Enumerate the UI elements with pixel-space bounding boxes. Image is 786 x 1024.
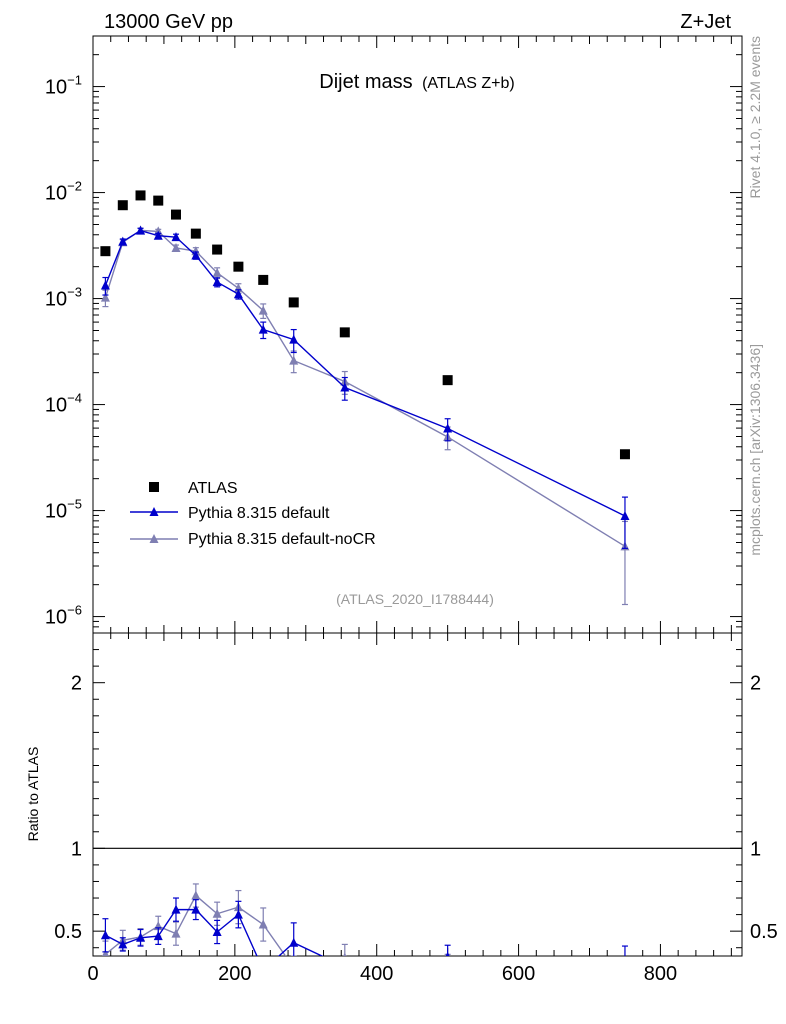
atlas-point (233, 261, 244, 272)
default-point (443, 423, 453, 433)
nocr-ratio-point (620, 987, 629, 996)
atlas-point (339, 327, 350, 338)
nocr-point (100, 292, 110, 302)
legend-default-marker (149, 507, 159, 516)
default-line (104, 229, 626, 517)
nocr-point (171, 243, 181, 253)
xtick-label: 0 (87, 963, 98, 985)
header-left: 13000 GeV pp (104, 11, 233, 33)
default-ratio-point (445, 951, 450, 956)
ratio-ylabel: Ratio to ATLAS (25, 747, 41, 842)
x-axis: 0 200 400 600 800 (87, 963, 677, 985)
xtick-label: 200 (218, 963, 251, 985)
nocr-ratio-point (171, 928, 181, 938)
default-point (233, 289, 243, 299)
atlas-point (258, 274, 269, 285)
default-ratio-point (233, 909, 243, 919)
chart-title: Dijet mass (319, 71, 412, 93)
atlas-point (153, 195, 164, 206)
default-ratio-point (136, 932, 146, 942)
chart-subtitle: (ATLAS Z+b) (422, 75, 515, 92)
default-point (136, 225, 146, 235)
mcplots-label: mcplots.cern.ch [arXiv:1306.3436] (747, 344, 763, 556)
default-ratio-point (340, 962, 349, 971)
main-panel: 10−1 10−2 10−3 10−4 10−5 10−6 Dijet mass (ATL… (45, 35, 743, 634)
default-ratio-point (171, 904, 181, 914)
main-ytick-label: 10−6 (45, 603, 82, 629)
main-ytick-label: 10−4 (45, 391, 82, 417)
xtick-label: 400 (360, 963, 393, 985)
atlas-point (170, 209, 181, 220)
atlas-point (190, 228, 201, 239)
default-point (340, 382, 350, 392)
default-point (212, 277, 222, 287)
default-ratio-point (100, 930, 110, 940)
legend-default-label: Pythia 8.315 default (188, 505, 330, 522)
main-ticks: 10−1 10−2 10−3 10−4 10−5 10−6 (45, 36, 742, 634)
analysis-label: (ATLAS_2020_I1788444) (336, 591, 494, 607)
default-point (289, 334, 299, 344)
xtick-label: 800 (644, 963, 677, 985)
atlas-point (100, 246, 111, 257)
default-point (118, 236, 128, 246)
atlas-point (442, 375, 453, 386)
nocr-ratio-point (258, 919, 268, 929)
default-point (100, 280, 110, 290)
nocr-ratio-point (102, 949, 109, 956)
ratio-ytick-label: 2 (71, 673, 82, 695)
main-series (100, 190, 630, 606)
ratio-ytick-label-right: 0.5 (750, 921, 778, 943)
atlas-point (619, 449, 630, 460)
nocr-ratio-point (443, 961, 452, 970)
ratio-series (100, 883, 629, 996)
rivet-label: Rivet 4.1.0, ≥ 2.2M events (747, 36, 763, 199)
ratio-ytick-label-right: 2 (750, 673, 761, 695)
nocr-line (104, 229, 626, 547)
default-ratio-point (191, 904, 201, 914)
ratio-ytick-label-right: 1 (750, 838, 761, 860)
default-ratio-point (153, 931, 163, 941)
atlas-point (117, 200, 128, 211)
legend-atlas-label: ATLAS (188, 480, 238, 497)
legend-nocr-marker (149, 534, 159, 543)
nocr-point (212, 267, 222, 277)
atlas-point (288, 297, 299, 308)
xtick-label: 600 (502, 963, 535, 985)
legend-nocr-label: Pythia 8.315 default-noCR (188, 531, 376, 548)
default-ratio-point (620, 966, 629, 975)
legend-atlas-marker (149, 482, 159, 492)
main-ytick-label: 10−1 (45, 73, 82, 99)
nocr-ratio-point (191, 890, 201, 900)
default-point (191, 250, 201, 260)
main-ytick-label: 10−5 (45, 497, 82, 523)
ratio-ytick-label: 0.5 (54, 921, 82, 943)
main-ytick-label: 10−2 (45, 179, 82, 205)
ratio-ticks: 0.5 0.5 1 1 2 2 (54, 633, 778, 956)
header-right: Z+Jet (680, 11, 731, 33)
ratio-ytick-label: 1 (71, 838, 82, 860)
nocr-ratio-point (289, 963, 298, 972)
ratio-panel: 0.5 0.5 1 1 2 2 Ratio to ATLAS (25, 632, 778, 996)
legend: ATLAS Pythia 8.315 default Pythia 8.315 … (130, 480, 376, 548)
default-point (171, 232, 181, 242)
atlas-point (135, 190, 146, 201)
ratio-frame (92, 632, 743, 957)
default-ratio-point (289, 937, 299, 947)
default-ratio-point (212, 926, 222, 936)
atlas-point (212, 244, 223, 255)
default-ratio-point (118, 939, 128, 949)
nocr-point (258, 305, 268, 315)
default-point (153, 230, 163, 240)
nocr-ratio-point (343, 952, 347, 956)
svg-text:Dijet mass (ATLAS Z+b): Dijet mass (ATLAS Z+b) (319, 71, 514, 93)
default-ratio-point (259, 965, 268, 974)
main-ytick-label: 10−3 (45, 285, 82, 311)
nocr-ratio-point (212, 908, 222, 918)
nocr-point (289, 355, 299, 365)
default-point (620, 510, 630, 520)
default-point (258, 324, 268, 334)
